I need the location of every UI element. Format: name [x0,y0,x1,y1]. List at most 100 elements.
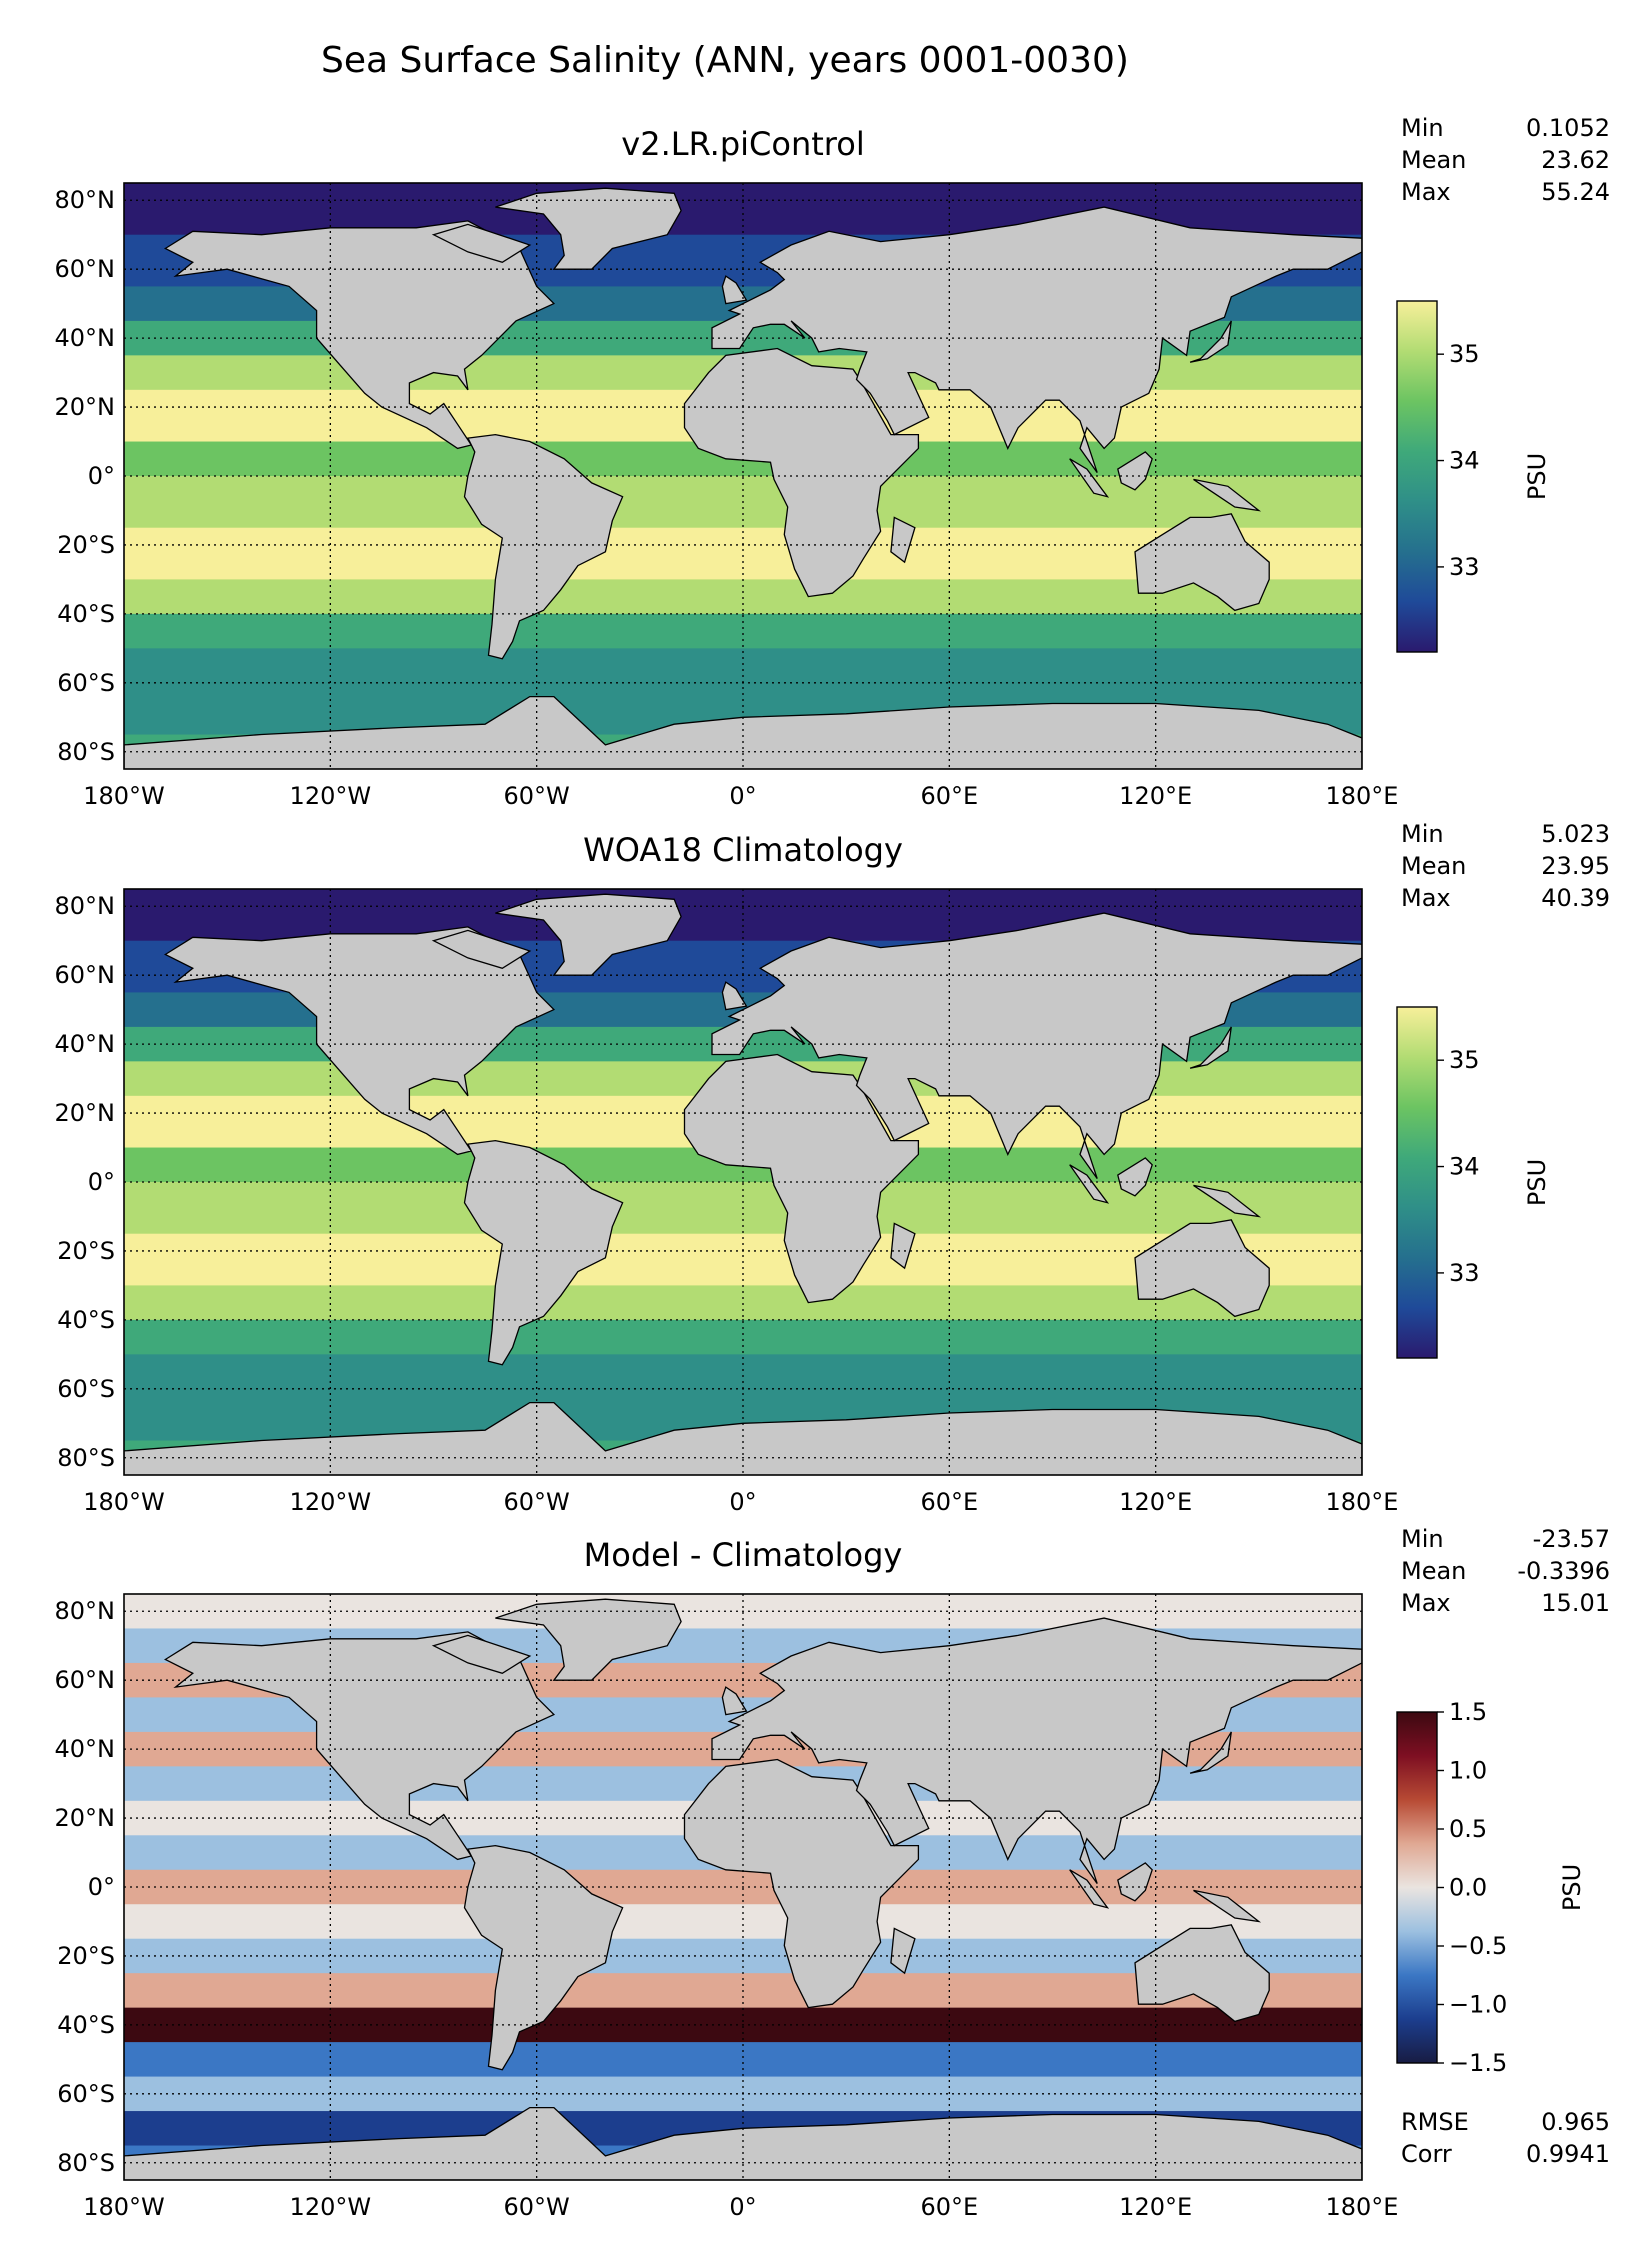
lat-tick-label: 20°N [55,393,116,421]
land-madagascar [890,1222,916,1270]
land-baffin [431,1634,532,1675]
colorbar-tick-label: 0.0 [1449,1874,1487,1902]
land-uk [721,275,748,305]
land-uk [721,981,748,1011]
colorbar-tick-label: 34 [1449,447,1480,475]
stat-value: 0.1052 [1526,114,1610,142]
land-australia [1134,1924,1270,2023]
stat-label: Max [1401,178,1451,206]
colorbar-tick-label: −0.5 [1449,1932,1507,1960]
lat-tick-label: 60°S [57,1375,115,1403]
lat-tick-label: 80°S [57,2149,115,2177]
land-newguinea [1193,478,1262,512]
land-eurasia [711,206,1362,473]
lon-tick-label: 0° [729,1488,756,1516]
colorbar-tick-label: 0.5 [1449,1815,1487,1843]
land-greenland [495,893,682,976]
panel-title: Model - Climatology [584,1536,903,1574]
stat-label: Min [1401,1525,1444,1553]
lon-tick-label: 180°E [1326,782,1399,810]
land-newguinea [1193,1184,1262,1218]
panels: v2.LR.piControl 180°W 120°W 60°W 0° 60°E 120°E… [55,114,1611,2221]
lon-tick-label: 180°W [83,2193,165,2221]
land-newguinea [1193,1889,1262,1923]
lon-tick-label: 120°E [1119,782,1192,810]
land-samerica [463,1139,624,1366]
lat-tick-label: 80°N [55,1597,116,1625]
lat-tick-label: 40°S [57,1306,115,1334]
lat-tick-label: 20°S [57,1237,115,1265]
stat-value: -0.3396 [1517,1557,1610,1585]
lat-tick-label: 80°S [57,1444,115,1472]
colorbar [1396,1711,1438,2064]
land-baffin [431,929,532,970]
lon-tick-label: 180°W [83,1488,165,1516]
panel-title: v2.LR.piControl [621,125,864,163]
colorbar-label: PSU [1523,1159,1551,1206]
land-greenland [495,187,682,270]
ocean-band [124,2042,1362,2078]
land-australia [1134,1219,1270,1318]
stat-label: Mean [1401,1557,1466,1585]
lon-tick-label: 60°E [920,2193,978,2221]
lon-tick-label: 120°E [1119,2193,1192,2221]
land-baffin [431,223,532,264]
land-africa [683,1758,920,2009]
colorbar-tick-label: −1.0 [1449,1991,1507,2019]
land-borneo [1117,1157,1153,1197]
map-panel: v2.LR.piControl 180°W 120°W 60°W 0° 60°E 120°E… [55,114,1611,810]
land-eurasia [711,912,1362,1179]
land-madagascar [890,516,916,564]
colorbar-tick-label: 33 [1449,553,1480,581]
lat-tick-label: 20°N [55,1804,116,1832]
stat-value: 5.023 [1541,820,1610,848]
lat-tick-label: 0° [88,1873,115,1901]
stat-label: Mean [1401,146,1466,174]
colorbar [1396,300,1438,653]
lon-tick-label: 60°W [504,782,570,810]
lat-tick-label: 40°S [57,2011,115,2039]
lon-tick-label: 120°W [290,782,372,810]
ocean-band [124,1319,1362,1356]
stat-value: 40.39 [1541,884,1610,912]
land-africa [683,347,920,598]
lon-tick-label: 180°E [1326,2193,1399,2221]
lat-tick-label: 60°N [55,1666,116,1694]
stat-label: Max [1401,1589,1451,1617]
lat-tick-label: 20°S [57,1942,115,1970]
stat-value: 55.24 [1541,178,1610,206]
land-sumatra [1069,458,1110,498]
ocean-band [124,613,1362,650]
lat-tick-label: 0° [88,462,115,490]
colorbar-tick-label: −1.5 [1449,2049,1507,2077]
stat-label: Corr [1401,2140,1452,2168]
lon-tick-label: 120°E [1119,1488,1192,1516]
stat-label: Mean [1401,852,1466,880]
ocean-band [124,1904,1362,1940]
lat-tick-label: 60°N [55,961,116,989]
lon-tick-label: 0° [729,2193,756,2221]
lat-tick-label: 40°S [57,600,115,628]
lat-tick-label: 40°N [55,324,116,352]
land-uk [721,1686,748,1716]
map-frame [123,888,1363,1476]
lon-tick-label: 180°W [83,782,165,810]
land-japan [1189,1731,1232,1774]
ocean-band [124,648,1362,684]
lon-tick-label: 0° [729,782,756,810]
lon-tick-label: 60°W [504,2193,570,2221]
colorbar [1396,1006,1438,1359]
stat-label: Max [1401,884,1451,912]
land-samerica [463,1844,624,2071]
stat-value: -23.57 [1533,1525,1610,1553]
lon-tick-label: 120°W [290,2193,372,2221]
stat-label: Min [1401,820,1444,848]
colorbar-tick-label: 1.5 [1449,1698,1487,1726]
land-sumatra [1069,1869,1110,1909]
colorbar-tick-label: 35 [1449,340,1480,368]
land-australia [1134,513,1270,612]
lat-tick-label: 80°N [55,186,116,214]
colorbar-label: PSU [1523,453,1551,500]
colorbar-tick-label: 33 [1449,1259,1480,1287]
